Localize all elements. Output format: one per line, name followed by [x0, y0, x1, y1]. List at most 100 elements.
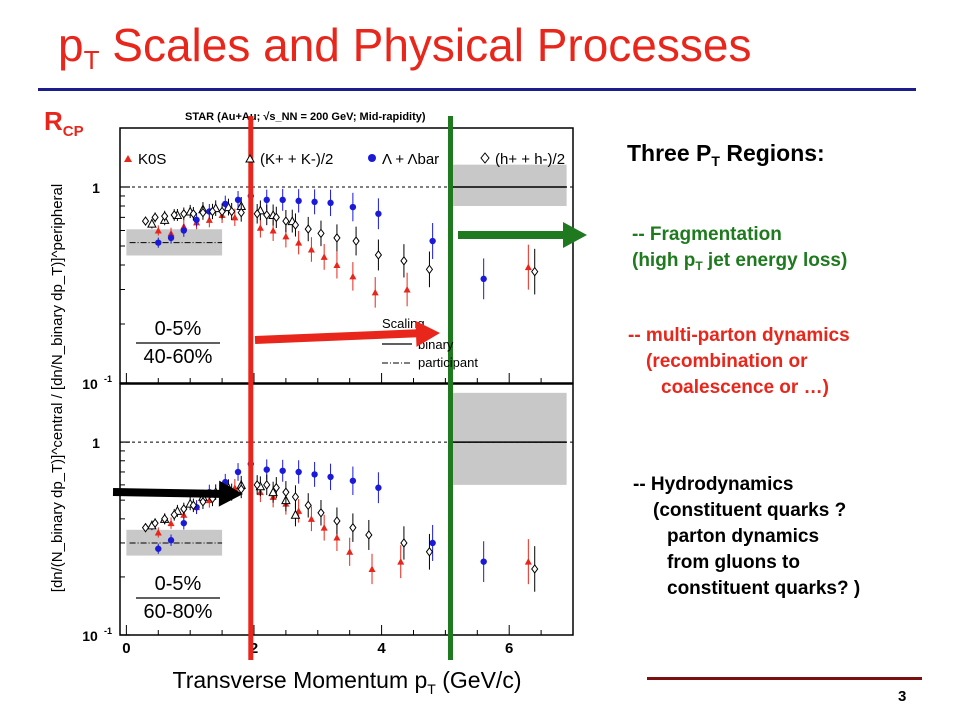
legend-label: (h+ + h-)/2: [495, 151, 565, 168]
data-point: [189, 208, 197, 219]
hydro-line-5: constituent quarks? ): [667, 578, 861, 599]
data-point: [237, 207, 245, 218]
data-point: [311, 198, 318, 206]
data-point: [147, 218, 157, 228]
centrality-numerator: 0-5%: [155, 573, 202, 595]
regions-title: Three PT Regions:: [627, 140, 825, 169]
data-point: [295, 507, 303, 514]
data-point: [268, 487, 278, 497]
data-point: [282, 216, 290, 226]
data-point: [151, 518, 159, 528]
data-point: [304, 224, 312, 234]
fragmentation-detail-pre: (high p: [632, 250, 696, 271]
hydro-line-4: from gluons to: [667, 552, 800, 573]
series-hh: [141, 474, 539, 592]
data-point: [272, 212, 280, 223]
data-point: [327, 199, 334, 207]
rcp-label-subscript: CP: [62, 123, 84, 140]
data-point: [349, 272, 357, 280]
data-point: [375, 484, 382, 491]
hydro-line-3: parton dynamics: [667, 526, 820, 547]
data-point: [311, 471, 318, 478]
multiparton-line-1: -- multi-parton dynamics: [628, 325, 850, 346]
data-point: [320, 524, 328, 531]
data-point: [333, 233, 341, 243]
data-point: [346, 548, 354, 555]
data-point: [151, 212, 159, 223]
series-k0s: [154, 206, 532, 308]
data-point: [524, 558, 532, 565]
data-point: [170, 210, 178, 220]
data-point: [279, 196, 286, 204]
title-rule: [38, 88, 916, 91]
x-tick-label: 4: [377, 640, 386, 657]
centrality-denominator: 40-60%: [144, 346, 213, 368]
y-tick-label: 10: [82, 628, 98, 644]
data-point: [253, 208, 261, 219]
data-point: [480, 275, 487, 283]
arrow-head: [218, 480, 243, 507]
data-point: [167, 537, 175, 544]
y-tick-label-exponent: -1: [104, 374, 112, 384]
data-point: [272, 482, 280, 493]
data-point: [375, 210, 382, 217]
data-point: [180, 227, 188, 234]
fragmentation-line: -- Fragmentation: [632, 224, 782, 245]
legend-marker: [480, 152, 490, 164]
data-point: [234, 196, 242, 204]
data-point: [222, 200, 229, 208]
data-point: [228, 206, 236, 217]
data-point: [193, 216, 200, 224]
multiparton-line-2: (recombination or: [646, 351, 808, 372]
data-point: [218, 206, 226, 217]
legend-label: (K+ + K-)/2: [260, 151, 333, 168]
arrow-shaft: [112, 488, 228, 498]
data-point: [180, 504, 188, 514]
data-point: [295, 197, 302, 205]
data-point: [154, 226, 162, 234]
green-arrow: [458, 222, 587, 248]
multiparton-region-text: -- multi-parton dynamics (recombination …: [628, 323, 850, 401]
data-point: [290, 509, 301, 519]
legend-marker: [124, 155, 132, 162]
data-point: [371, 288, 379, 296]
centrality-numerator: 0-5%: [155, 318, 202, 340]
legend-label: Λ + Λbar: [382, 151, 439, 168]
hydrodynamics-region-text: -- Hydrodynamics (constituent quarks ? p…: [633, 472, 860, 602]
data-point: [282, 232, 290, 240]
slide-title-rest: Scales and Physical Processes: [99, 19, 752, 71]
data-point: [141, 216, 150, 226]
data-point: [480, 558, 487, 565]
scaling-legend-binary: binary: [418, 337, 454, 352]
arrow-head: [563, 222, 587, 248]
data-point: [167, 234, 175, 242]
data-point: [317, 507, 325, 518]
arrow-head: [415, 320, 440, 347]
data-point: [425, 264, 434, 275]
multiparton-line-3: coalescence or …): [661, 377, 829, 398]
data-point: [524, 263, 532, 271]
y-tick-label-exponent: -1: [104, 626, 112, 636]
data-point: [295, 239, 303, 246]
data-point: [349, 477, 357, 484]
black-arrow: [112, 480, 243, 507]
chart-header: STAR (Au+Au; √s_NN = 200 GeV; Mid-rapidi…: [185, 111, 426, 123]
data-point: [320, 253, 328, 260]
data-point: [429, 237, 436, 245]
data-point: [307, 515, 315, 522]
data-point: [368, 565, 376, 572]
data-point: [263, 196, 270, 204]
data-point: [256, 224, 264, 231]
data-point: [352, 236, 360, 246]
data-point: [333, 261, 341, 268]
data-point: [403, 285, 411, 293]
data-point: [154, 528, 162, 536]
data-point: [349, 522, 357, 533]
data-point: [317, 228, 325, 239]
data-point: [155, 239, 162, 246]
systematic-band-high: [451, 392, 567, 485]
centrality-denominator: 60-80%: [144, 601, 213, 623]
legend-marker: [368, 154, 376, 162]
data-point: [333, 516, 341, 526]
